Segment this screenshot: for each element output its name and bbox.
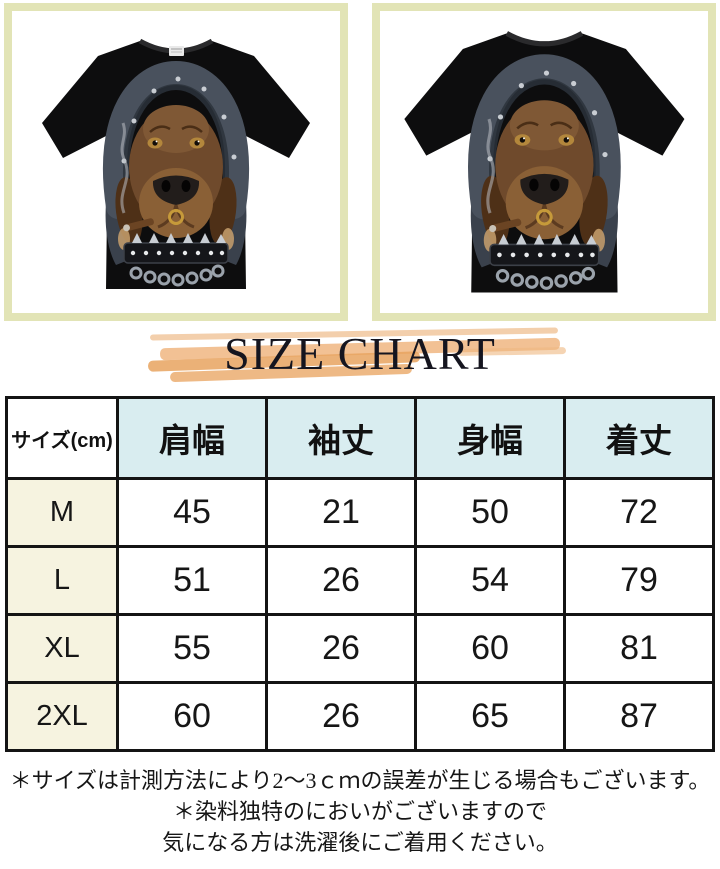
tshirt-front-image [12, 11, 340, 313]
value-cell: 54 [414, 545, 566, 616]
header-body-length: 着丈 [563, 396, 715, 480]
size-label: 2XL [5, 681, 119, 752]
value-cell: 72 [563, 477, 715, 548]
size-label: XL [5, 613, 119, 684]
value-cell: 51 [116, 545, 268, 616]
value-cell: 65 [414, 681, 566, 752]
product-photo-front [4, 3, 348, 321]
size-chart-table: サイズ(cm) 肩幅 袖丈 身幅 着丈 M 45 21 50 72 L 51 2… [5, 396, 715, 752]
page-title: SIZE CHART [224, 328, 496, 379]
note-dye-odor: ＊染料独特のにおいがございますので [172, 799, 547, 824]
disclaimer-notes: ＊サイズは計測方法により2～3ｃｍの誤差が生じる場合もございます。 ＊染料独特の… [0, 765, 720, 858]
value-cell: 26 [265, 545, 417, 616]
size-label: M [5, 477, 119, 548]
table-row-m: M 45 21 50 72 [5, 477, 715, 548]
note-measurement-tolerance: ＊サイズは計測方法により2～3ｃｍの誤差が生じる場合もございます。 [9, 768, 711, 793]
size-chart-heading: SIZE CHART [0, 321, 720, 396]
product-photos [0, 0, 720, 321]
table-row-xl: XL 55 26 60 81 [5, 613, 715, 684]
value-cell: 79 [563, 545, 715, 616]
neck-label [169, 46, 184, 56]
header-shoulder-width: 肩幅 [116, 396, 268, 480]
value-cell: 45 [116, 477, 268, 548]
header-body-width: 身幅 [414, 396, 566, 480]
product-photo-back [372, 3, 716, 321]
tshirt-back-image [380, 11, 708, 313]
note-wash-before-wear: 気になる方は洗濯後にご着用ください。 [162, 830, 558, 855]
value-cell: 55 [116, 613, 268, 684]
table-row-l: L 51 26 54 79 [5, 545, 715, 616]
value-cell: 50 [414, 477, 566, 548]
value-cell: 26 [265, 613, 417, 684]
table-header-row: サイズ(cm) 肩幅 袖丈 身幅 着丈 [5, 396, 715, 480]
value-cell: 87 [563, 681, 715, 752]
table-row-2xl: 2XL 60 26 65 87 [5, 681, 715, 752]
value-cell: 21 [265, 477, 417, 548]
value-cell: 81 [563, 613, 715, 684]
value-cell: 26 [265, 681, 417, 752]
value-cell: 60 [414, 613, 566, 684]
size-label: L [5, 545, 119, 616]
header-sleeve-length: 袖丈 [265, 396, 417, 480]
header-size-unit: サイズ(cm) [5, 396, 119, 480]
value-cell: 60 [116, 681, 268, 752]
